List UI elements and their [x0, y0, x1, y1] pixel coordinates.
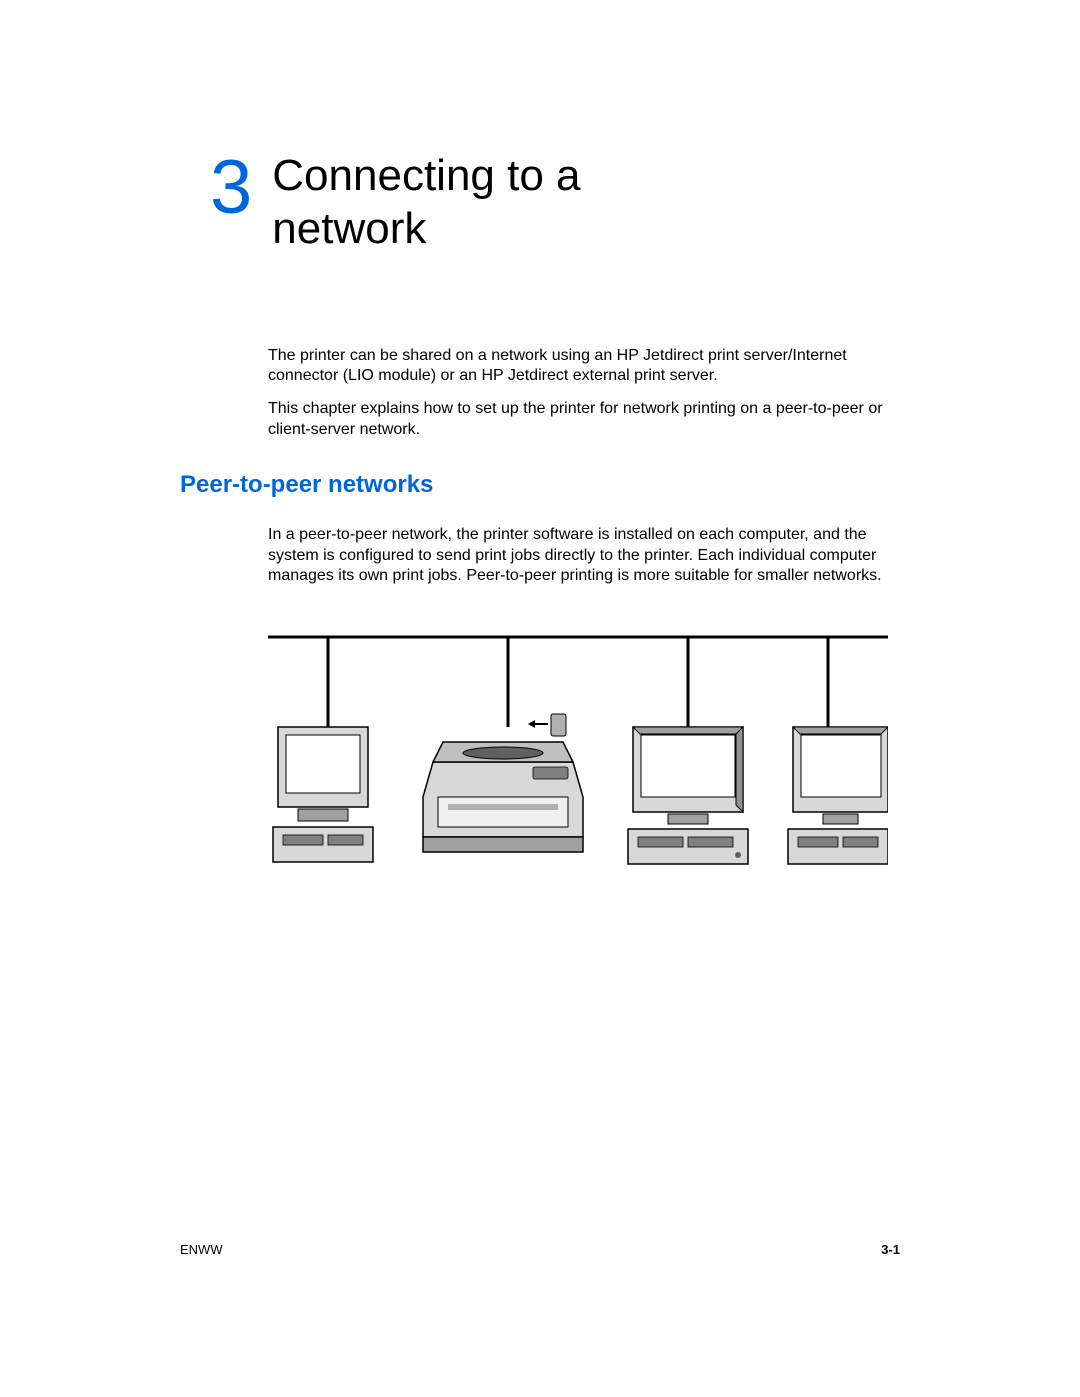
computer-1-icon: [273, 727, 373, 862]
printer-icon: [423, 714, 583, 852]
intro-para-1: The printer can be shared on a network u…: [268, 346, 900, 388]
footer-page-number: 3-1: [881, 1242, 900, 1257]
network-diagram: [180, 627, 900, 927]
chapter-number: 3: [210, 150, 252, 226]
section-para-1: In a peer-to-peer network, the printer s…: [268, 525, 900, 587]
computer-3-icon: [788, 727, 888, 864]
intro-text: The printer can be shared on a network u…: [180, 346, 900, 441]
chapter-title: Connecting to a network: [272, 150, 580, 256]
page-footer: ENWW 3-1: [180, 1242, 900, 1257]
chapter-title-line1: Connecting to a: [272, 151, 580, 200]
chapter-title-line2: network: [272, 204, 426, 253]
chapter-header: 3 Connecting to a network: [180, 150, 900, 256]
section-heading: Peer-to-peer networks: [180, 471, 900, 499]
footer-left: ENWW: [180, 1242, 223, 1257]
network-illustration: [268, 627, 888, 907]
section-text: In a peer-to-peer network, the printer s…: [180, 525, 900, 587]
intro-para-2: This chapter explains how to set up the …: [268, 399, 900, 441]
computer-2-icon: [628, 727, 748, 864]
